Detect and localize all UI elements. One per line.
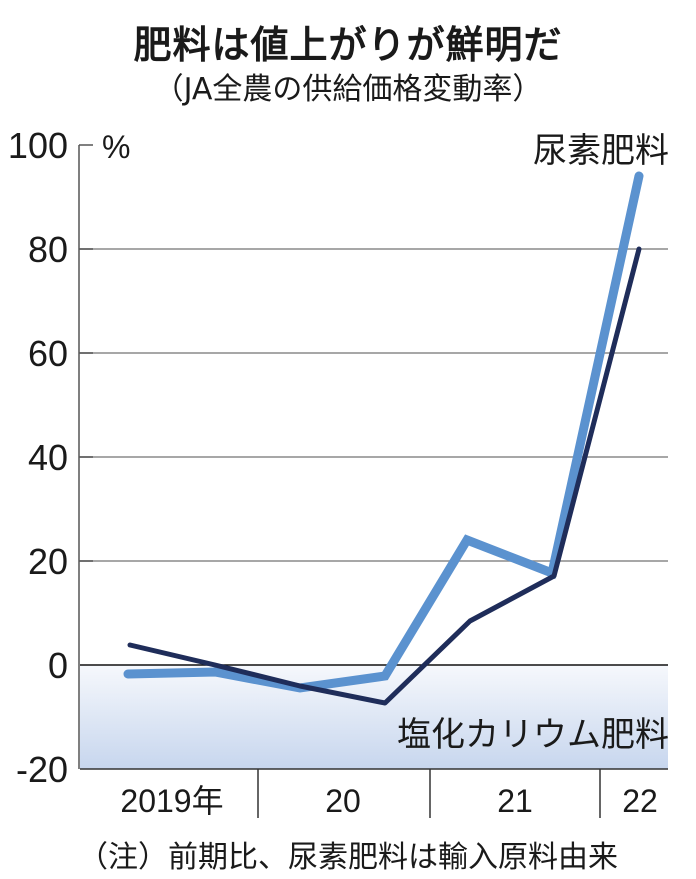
- y-axis-labels: 100 80 60 40 20 0 -20: [8, 125, 68, 790]
- y-unit-label: %: [102, 129, 130, 165]
- x-tick-21: 21: [497, 783, 533, 819]
- series-urea-line: [123, 171, 644, 693]
- y-tick-60: 60: [28, 333, 68, 374]
- x-tick-22: 22: [622, 783, 658, 819]
- y-tick-100: 100: [8, 125, 68, 166]
- y-tick-0: 0: [48, 645, 68, 686]
- negative-region: [80, 665, 668, 769]
- series-potassium-line: [127, 246, 642, 706]
- y-tick-minus20: -20: [16, 749, 68, 790]
- gridlines: [80, 248, 668, 562]
- y-tick-20: 20: [28, 541, 68, 582]
- y-tick-80: 80: [28, 229, 68, 270]
- y-axis-ticks: [79, 144, 93, 562]
- chart-title: 肥料は値上がりが鮮明だ: [133, 23, 563, 67]
- x-tick-20: 20: [325, 783, 361, 819]
- x-axis-labels: 2019年 20 21 22: [120, 783, 657, 819]
- y-tick-40: 40: [28, 437, 68, 478]
- footnote: （注）前期比、尿素肥料は輸入原料由来: [78, 840, 618, 875]
- chart-subtitle: （JA全農の供給価格変動率）: [153, 72, 543, 107]
- series-label-urea: 尿素肥料: [533, 131, 669, 171]
- x-axis-separators: [257, 769, 601, 818]
- x-tick-2019: 2019年: [120, 783, 223, 819]
- series-label-potassium: 塩化カリウム肥料: [397, 715, 669, 755]
